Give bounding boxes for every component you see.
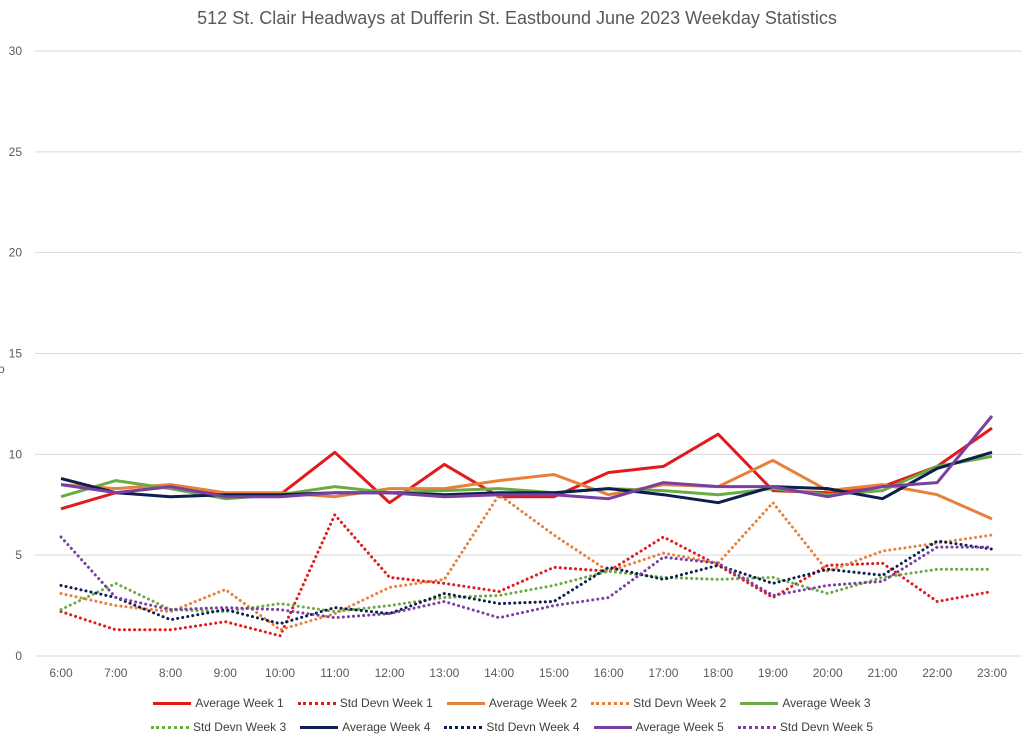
- legend-label: Average Week 4: [342, 720, 431, 734]
- x-tick-label: 7:00: [104, 666, 128, 680]
- legend-swatch: [444, 725, 483, 729]
- series-line-average-week-5: [60, 415, 994, 501]
- x-tick-label: 8:00: [159, 666, 183, 680]
- legend-label: Average Week 2: [488, 696, 578, 710]
- legend-item: Std Devn Week 5: [737, 720, 874, 734]
- legend-swatch: [153, 701, 192, 705]
- legend-swatch: [446, 701, 485, 705]
- y-axis-label-fragment: o: [0, 362, 5, 376]
- x-tick-label: 21:00: [867, 666, 897, 680]
- y-tick-label: 10: [9, 447, 23, 461]
- legend-item: Std Devn Week 3: [150, 720, 287, 734]
- legend-item: Average Week 5: [593, 720, 724, 734]
- legend-item: Std Devn Week 1: [297, 696, 433, 710]
- x-tick-label: 18:00: [703, 666, 733, 680]
- legend-row-1: Average Week 1 Std Devn Week 1 Average Wee…: [0, 696, 1024, 710]
- legend-swatch: [300, 725, 339, 729]
- legend-item: Average Week 3: [740, 696, 871, 710]
- chart-title: 512 St. Clair Headways at Dufferin St. E…: [197, 8, 837, 28]
- x-tick-label: 19:00: [758, 666, 788, 680]
- y-tick-label: 0: [15, 649, 22, 663]
- x-tick-label: 22:00: [922, 666, 952, 680]
- legend-label: Std Devn Week 3: [192, 720, 287, 734]
- legend-item: Average Week 1: [153, 696, 284, 710]
- series-lines: [59, 415, 994, 638]
- y-tick-label: 30: [9, 44, 23, 58]
- legend-label: Std Devn Week 1: [339, 696, 433, 710]
- y-tick-label: 5: [15, 548, 22, 562]
- legend-item: Average Week 2: [446, 696, 578, 710]
- x-tick-label: 12:00: [375, 666, 405, 680]
- legend-swatch: [297, 701, 336, 705]
- series-line-std-devn-week-5: [59, 535, 994, 620]
- legend-label: Std Devn Week 5: [779, 720, 874, 734]
- legend-swatch: [740, 701, 779, 705]
- x-tick-labels: 6:00 7:00 8:00 9:00 10:00 11:00 12:00 13:00 14:0…: [49, 666, 1007, 680]
- gridlines: [35, 50, 1022, 657]
- legend-swatch: [737, 725, 776, 729]
- x-tick-label: 6:00: [49, 666, 73, 680]
- series-line-std-devn-week-3: [59, 567, 994, 614]
- legend-label: Average Week 1: [195, 696, 284, 710]
- legend-label: Std Devn Week 4: [486, 720, 580, 734]
- y-tick-label: 25: [9, 145, 23, 159]
- x-tick-label: 10:00: [265, 666, 295, 680]
- x-tick-label: 13:00: [429, 666, 459, 680]
- legend-swatch: [150, 725, 189, 729]
- x-tick-label: 17:00: [648, 666, 678, 680]
- legend-swatch: [591, 701, 630, 705]
- x-tick-label: 23:00: [977, 666, 1007, 680]
- y-tick-label: 15: [9, 347, 23, 361]
- x-tick-label: 11:00: [320, 666, 349, 680]
- legend-item: Std Devn Week 4: [444, 720, 580, 734]
- x-tick-label: 16:00: [594, 666, 624, 680]
- y-tick-labels: 0 5 10 15 20 25 30: [9, 44, 23, 663]
- x-tick-label: 14:00: [484, 666, 514, 680]
- legend-row-2: Std Devn Week 3 Average Week 4 Std Devn We…: [0, 720, 1024, 734]
- series-line-std-devn-week-1: [59, 513, 994, 638]
- legend-swatch: [593, 725, 632, 729]
- legend-label: Average Week 5: [635, 720, 724, 734]
- legend-label: Average Week 3: [782, 696, 871, 710]
- legend-label: Std Devn Week 2: [633, 696, 727, 710]
- y-tick-label: 20: [9, 246, 23, 260]
- legend-item: Average Week 4: [300, 720, 430, 734]
- x-tick-label: 9:00: [214, 666, 238, 680]
- x-tick-label: 20:00: [813, 666, 843, 680]
- x-tick-label: 15:00: [539, 666, 569, 680]
- legend-item: Std Devn Week 2: [591, 696, 726, 710]
- series-line-std-devn-week-2: [59, 493, 994, 632]
